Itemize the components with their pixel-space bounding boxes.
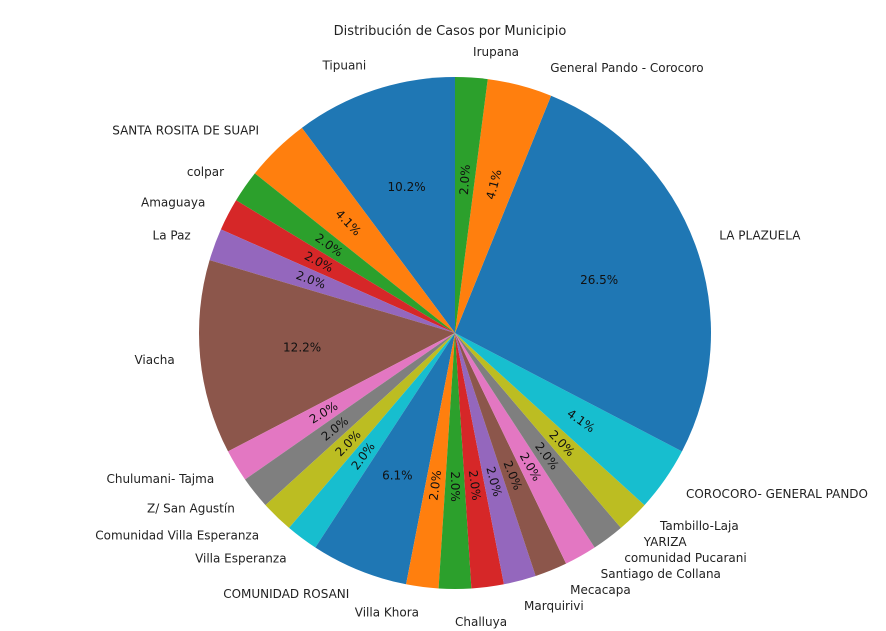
- pie-slice: [209, 229, 455, 333]
- slice-label: colpar: [187, 165, 224, 179]
- slice-label: Marquirivi: [524, 599, 584, 613]
- pie-slice: [455, 333, 536, 585]
- pie-slice: [455, 79, 552, 334]
- slice-label: Mecacapa: [570, 583, 631, 597]
- pie-slice: [199, 260, 455, 452]
- pie-slice: [455, 333, 504, 589]
- slice-label: General Pando - Corocoro: [550, 61, 703, 75]
- pie-slice: [406, 333, 455, 589]
- slice-label: Irupana: [473, 45, 519, 59]
- slice-label: Amaguaya: [141, 196, 205, 210]
- slice-label: SANTA ROSITA DE SUAPI: [112, 124, 259, 138]
- slice-label: Villa Esperanza: [195, 552, 287, 566]
- slice-label: La Paz: [153, 229, 191, 243]
- percent-label: 2.0%: [457, 164, 473, 195]
- percent-label: 2.0%: [426, 469, 444, 501]
- pie-slice: [265, 333, 455, 528]
- slice-label: Chulumani- Tajma: [106, 472, 214, 486]
- slice-label: Comunidad Villa Esperanza: [95, 528, 259, 542]
- pie-slice: [228, 333, 455, 480]
- slice-label: Tipuani: [321, 59, 366, 73]
- slice-label: Villa Khora: [355, 605, 419, 619]
- slice-label: LA PLAZUELA: [719, 229, 801, 243]
- percent-label: 12.2%: [283, 341, 321, 355]
- pie-slice: [455, 333, 682, 506]
- slice-label: COMUNIDAD ROSANI: [223, 587, 349, 601]
- pie-slice: [455, 333, 621, 548]
- slice-label: Santiago de Collana: [601, 567, 721, 581]
- pie-slice: [301, 77, 455, 333]
- pie-slice: [455, 77, 488, 333]
- pie-slice: [236, 173, 455, 333]
- pie-slice: [455, 333, 645, 528]
- slice-label: YARIZA: [643, 535, 688, 549]
- pie-slice: [245, 333, 455, 506]
- slice-label: Challuya: [455, 615, 507, 629]
- slice-label: comunidad Pucarani: [624, 551, 746, 565]
- slice-label: COROCORO- GENERAL PANDO: [686, 487, 868, 501]
- pie-slice: [455, 95, 711, 452]
- pie-slice: [438, 333, 472, 589]
- pie-slice: [254, 127, 455, 334]
- pie-slice: [455, 333, 595, 564]
- pie-slice: [220, 200, 455, 333]
- pie-slice: [315, 333, 455, 585]
- slice-label: Tambillo-Laja: [659, 519, 739, 533]
- pie-slice: [455, 333, 567, 576]
- percent-label: 6.1%: [382, 468, 413, 482]
- percent-label: 10.2%: [388, 180, 426, 194]
- pie-slice: [289, 333, 455, 548]
- percent-label: 2.0%: [448, 471, 462, 502]
- slice-label: Z/ San Agustín: [147, 502, 235, 516]
- percent-label: 26.5%: [580, 273, 618, 287]
- slice-label: Viacha: [134, 353, 174, 367]
- chart-title: Distribución de Casos por Municipio: [334, 24, 567, 39]
- percent-label: 2.0%: [466, 469, 484, 501]
